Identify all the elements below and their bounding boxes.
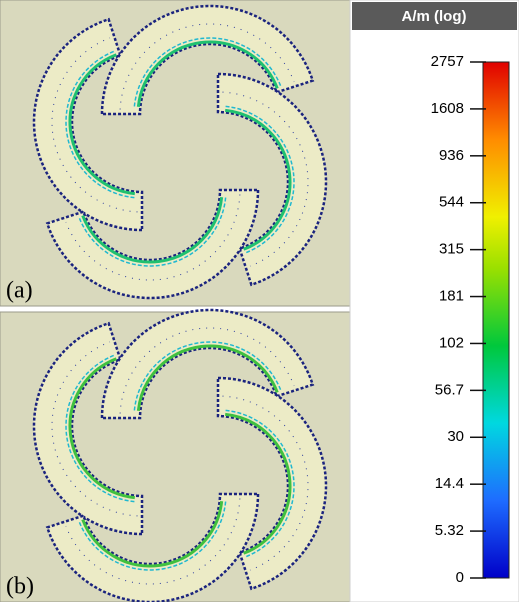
colorbar-tick-label: 181	[439, 288, 464, 305]
arm-edge-outer	[78, 501, 227, 571]
arm-edge	[68, 357, 135, 500]
colorbar-tick-label: 102	[439, 334, 464, 351]
arm-edge	[81, 501, 224, 568]
arm-texture	[119, 327, 295, 414]
colorbar-title: A/m (log)	[402, 8, 467, 25]
arm	[100, 308, 315, 420]
panel-label: (a)	[6, 278, 33, 304]
arm-texture	[65, 498, 241, 585]
arm	[32, 321, 144, 536]
arm-edge-outer	[78, 197, 227, 267]
colorbar-tick-label: 315	[439, 241, 464, 258]
arm	[100, 4, 315, 116]
panel-label: (b)	[6, 574, 34, 600]
arm-edge	[68, 53, 135, 196]
colorbar-tick-label: 544	[439, 194, 464, 211]
arm-edge-outer	[225, 409, 295, 558]
arm-edge-outer	[133, 341, 282, 411]
arm-texture	[65, 194, 241, 281]
colorbar-tick-label: 5.32	[435, 522, 464, 539]
arm-edge	[81, 197, 224, 264]
arm-edge	[136, 344, 279, 411]
arm-texture	[51, 341, 138, 517]
arm-texture	[222, 395, 309, 571]
colorbar-tick-label: 0	[456, 569, 464, 586]
arm-edge-outer	[225, 105, 295, 254]
colorbar-tick-label: 30	[447, 428, 464, 445]
colorbar-tick-label: 1608	[431, 100, 464, 117]
arm	[32, 17, 144, 232]
arm-edge-outer	[65, 354, 135, 503]
colorbar-header	[352, 2, 517, 30]
arm	[45, 492, 260, 604]
arm-texture	[222, 91, 309, 267]
arm-edge-outer	[133, 37, 282, 107]
colorbar-tick-label: 56.7	[435, 381, 464, 398]
arm-edge-outer	[65, 50, 135, 199]
arm-edge	[136, 40, 279, 107]
colorbar-tick-label: 936	[439, 147, 464, 164]
arm	[216, 72, 328, 287]
arm-texture	[119, 23, 295, 110]
arm-edge	[225, 108, 292, 251]
colorbar-tick-label: 14.4	[435, 475, 464, 492]
arm-texture	[51, 37, 138, 213]
arm	[45, 188, 260, 300]
colorbar	[482, 61, 510, 579]
arm-edge	[225, 412, 292, 555]
colorbar-tick-label: 2757	[431, 53, 464, 70]
arm	[216, 376, 328, 591]
